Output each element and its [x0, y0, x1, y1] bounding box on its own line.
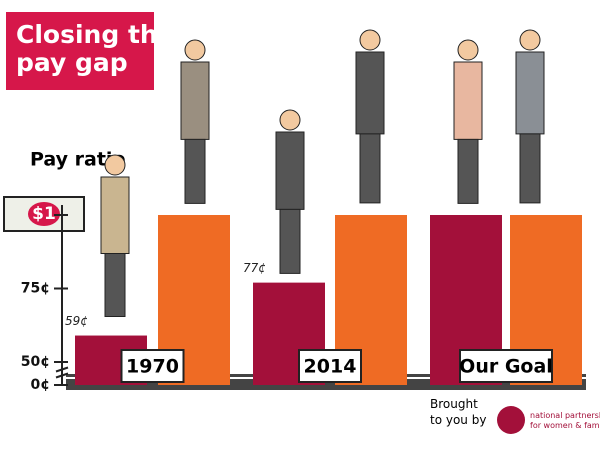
x-tick-label: Our Goal: [459, 356, 553, 378]
y-tick-label: $1: [32, 204, 56, 224]
figure-body: [355, 51, 385, 135]
category-box: [120, 349, 185, 383]
figure-legs: [359, 133, 381, 204]
figure-legs: [184, 138, 206, 204]
figure-head: [519, 29, 541, 51]
figure-head: [457, 39, 479, 61]
y-tick-label: 0¢: [31, 377, 50, 393]
y-axis-label: Pay ratio: [30, 149, 126, 171]
figure-head: [104, 154, 126, 176]
axis-break: [55, 372, 69, 379]
x-tick-label: 2014: [304, 356, 357, 378]
figure-legs: [279, 208, 301, 274]
value-label: 59¢: [65, 314, 88, 328]
logo-text: national partnershipfor women & families: [530, 411, 600, 430]
dollar-seal: [28, 202, 60, 226]
category-box: [459, 349, 553, 383]
figure-legs: [519, 133, 541, 204]
title-text: pay gap: [16, 48, 128, 77]
figure-body: [515, 51, 545, 135]
logo-mark: [497, 406, 525, 434]
credit-line: to you by: [430, 413, 486, 427]
credit: Brought to you by: [430, 397, 486, 427]
chart-title: Closing the pay gap: [16, 20, 183, 77]
figure-head: [359, 29, 381, 51]
figure-body: [275, 131, 305, 210]
credit-line: Brought: [430, 397, 478, 411]
logo-line: national partnership: [530, 411, 600, 420]
axis-break: [55, 366, 69, 373]
value-label: 77¢: [243, 261, 266, 275]
figure-head: [279, 109, 301, 131]
title-box: [6, 12, 154, 90]
x-tick-label: 1970: [126, 356, 179, 378]
figure-legs: [457, 138, 479, 204]
y-tick-label: 50¢: [21, 354, 50, 370]
figure-body: [180, 61, 210, 140]
figure-legs: [104, 253, 126, 317]
figure-body: [453, 61, 483, 140]
category-box: [298, 349, 362, 383]
title-text: Closing the: [16, 20, 175, 49]
logo-line: for women & families: [530, 421, 600, 430]
y-tick-label: 75¢: [21, 281, 50, 297]
figure-body: [100, 176, 130, 254]
figure-head: [184, 39, 206, 61]
